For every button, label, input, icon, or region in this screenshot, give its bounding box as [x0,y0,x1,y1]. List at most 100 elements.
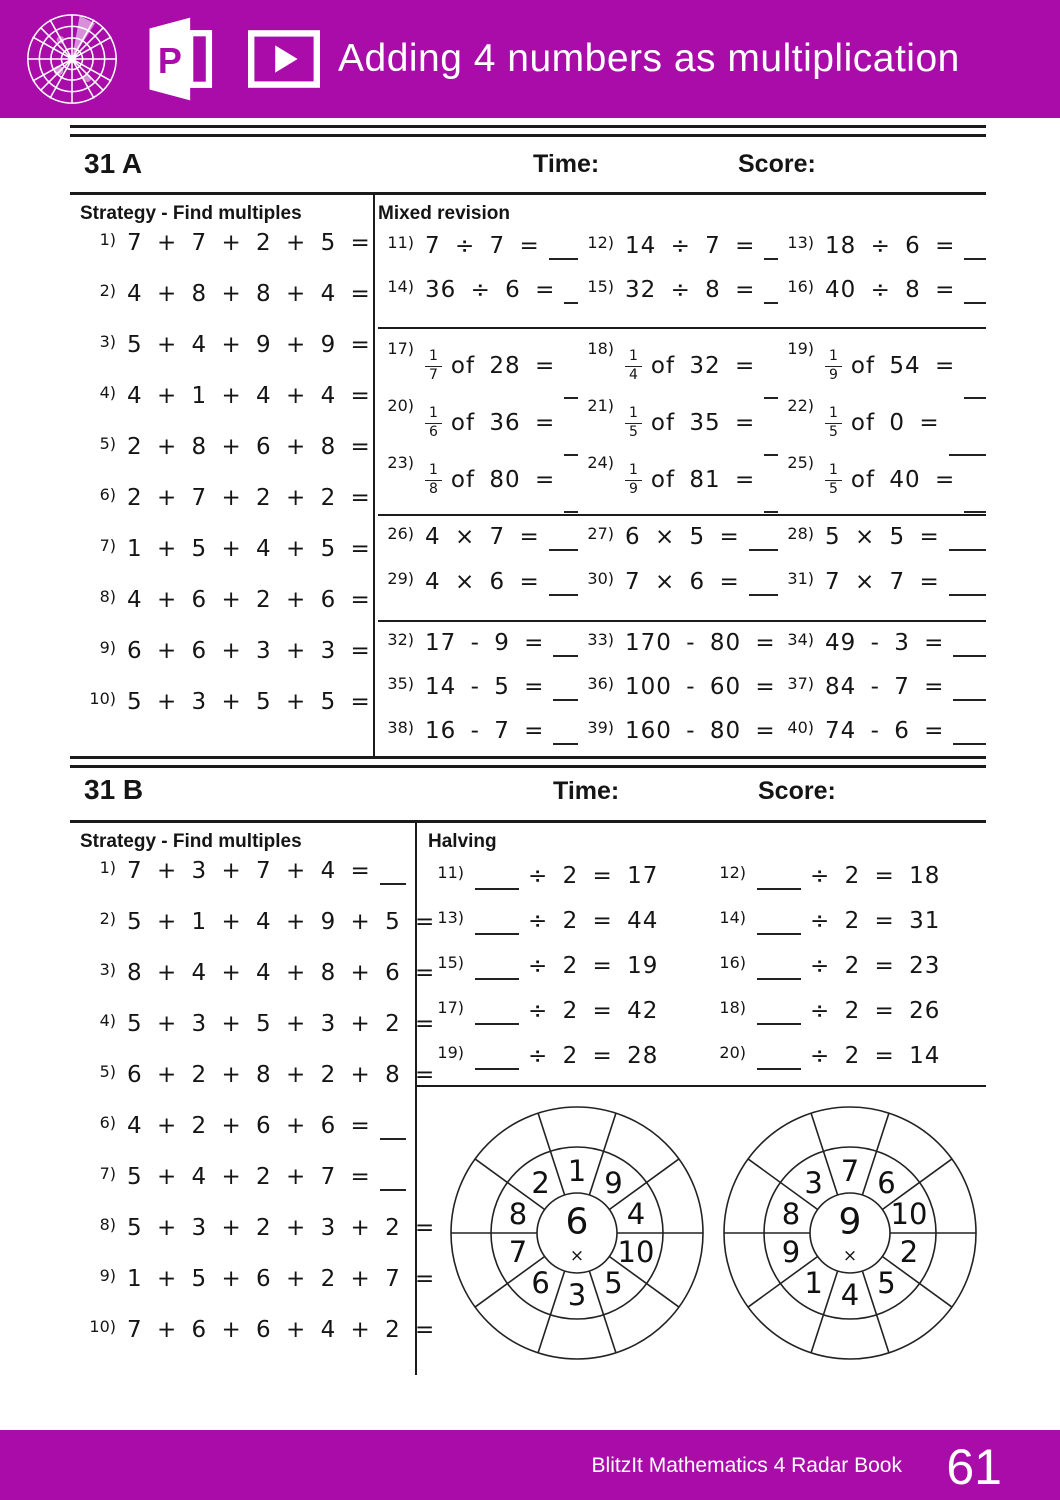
divider-double-mid [70,756,986,768]
answer-blank[interactable] [964,288,986,304]
halving-problem-row: 15) ÷ 2 = 19 [428,953,710,981]
answer-blank[interactable] [564,383,578,399]
radar-logo-icon [27,14,117,104]
answer-blank[interactable] [748,580,778,596]
answer-blank[interactable] [757,919,801,935]
problem-expression: 14 ÷ 7 = [625,233,756,259]
answer-blank[interactable] [948,580,986,596]
problem-number: 17) [437,998,464,1017]
page-number: 61 [946,1439,1002,1495]
answer-blank[interactable] [548,580,578,596]
answer-blank[interactable] [475,964,519,980]
problem-number: 11) [387,233,414,252]
problem-number: 24) [587,453,614,472]
problem-number: 6) [99,1113,116,1132]
problem-row: 27) 6 × 5 = [578,524,778,569]
answer-blank[interactable] [548,244,578,260]
answer-blank[interactable] [757,1054,801,1070]
fraction-problems: 17) 1 7 of 28 = 18) 1 4 of 32 = 19) 1 9 … [378,337,986,513]
answer-blank[interactable] [948,535,986,551]
answer-blank[interactable] [757,1009,801,1025]
wheel-ring-number: 6 [531,1266,549,1300]
answer-blank[interactable] [379,1124,406,1140]
answer-blank[interactable] [953,729,986,745]
problem-number: 9) [99,1266,116,1285]
answer-blank[interactable] [764,288,778,304]
answer-blank[interactable] [475,919,519,935]
problem-expression: 100 - 60 = [625,674,776,700]
fraction-denominator: 5 [829,480,838,497]
problem-number: 16) [719,953,746,972]
problem-expression: ÷ 2 = 42 [528,998,659,1024]
problem-number: 37) [787,674,814,693]
answer-blank[interactable] [764,383,778,399]
problem-expression: of 54 = [850,352,956,379]
answer-blank[interactable] [953,685,986,701]
problem-row: 15) 32 ÷ 8 = [578,277,778,321]
problem-number: 10) [89,1317,116,1336]
problem-row: 34) 49 - 3 = [778,630,986,674]
problem-number: 12) [587,233,614,252]
problem-number: 1) [99,230,116,249]
problem-expression: 7 + 7 + 2 + 5 = [127,230,371,256]
answer-blank[interactable] [953,641,986,657]
answer-blank[interactable] [475,1009,519,1025]
answer-blank[interactable] [564,288,578,304]
answer-blank[interactable] [748,535,778,551]
answer-blank[interactable] [379,1175,406,1191]
fraction-problem-row: 22) 1 5 of 0 = [778,394,986,456]
answer-blank[interactable] [764,440,778,456]
problem-number: 18) [719,998,746,1017]
halving-problem-row: 11) ÷ 2 = 17 [428,863,710,891]
answer-blank[interactable] [757,874,801,890]
problem-number: 4) [99,1011,116,1030]
fraction-denominator: 5 [629,423,638,440]
problem-expression: 6 + 2 + 8 + 2 + 8 = [127,1062,436,1088]
problem-number: 16) [787,277,814,296]
problem-row: 9) 1 + 5 + 6 + 2 + 7 = [80,1266,435,1294]
answer-blank[interactable] [564,440,578,456]
problem-row: 2) 4 + 8 + 8 + 4 = [80,281,370,309]
answer-blank[interactable] [964,497,986,513]
answer-blank[interactable] [475,874,519,890]
wheel-ring-number: 7 [509,1235,527,1269]
problem-row: 30) 7 × 6 = [578,569,778,614]
answer-blank[interactable] [757,964,801,980]
problem-row: 35) 14 - 5 = [378,674,578,718]
answer-blank[interactable] [379,869,406,885]
problem-number: 40) [787,718,814,737]
problem-number: 26) [387,524,414,543]
wheel-center-number: 9 [839,1202,862,1243]
answer-blank[interactable] [964,244,986,260]
halving-problem-row: 17) ÷ 2 = 42 [428,998,710,1026]
section-a-title: 31 A [84,148,143,179]
problem-expression: of 32 = [650,352,756,379]
answer-blank[interactable] [764,244,778,260]
problem-row: 10) 7 + 6 + 6 + 4 + 2 = [80,1317,434,1345]
problem-expression: 2 + 8 + 6 + 8 = [127,434,371,460]
answer-blank[interactable] [764,497,778,513]
problem-expression: of 36 = [450,409,556,436]
answer-blank[interactable] [553,685,578,701]
section-b-time-label: Time: [553,777,620,805]
problem-expression: ÷ 2 = 17 [528,863,659,889]
answer-blank[interactable] [948,440,986,456]
answer-blank[interactable] [475,1054,519,1070]
problem-row: 4) 4 + 1 + 4 + 4 = [80,383,370,411]
problem-expression: 5 + 4 + 9 + 9 = [127,332,371,358]
problem-row: 29) 4 × 6 = [378,569,578,614]
answer-blank[interactable] [964,383,986,399]
problem-row: 1) 7 + 3 + 7 + 4 = [80,858,406,886]
problem-expression: ÷ 2 = 28 [528,1043,659,1069]
answer-blank[interactable] [548,535,578,551]
answer-blank[interactable] [553,729,578,745]
answer-blank[interactable] [564,497,578,513]
wheel-operator: × [570,1246,584,1266]
section-a-score-label: Score: [738,150,816,178]
problem-number: 5) [99,1062,116,1081]
problem-row: 14) 36 ÷ 6 = [378,277,578,321]
problem-row: 5) 6 + 2 + 8 + 2 + 8 = [80,1062,435,1090]
wheel-ring-number: 2 [531,1166,549,1200]
video-play-icon [248,30,320,88]
answer-blank[interactable] [553,641,578,657]
